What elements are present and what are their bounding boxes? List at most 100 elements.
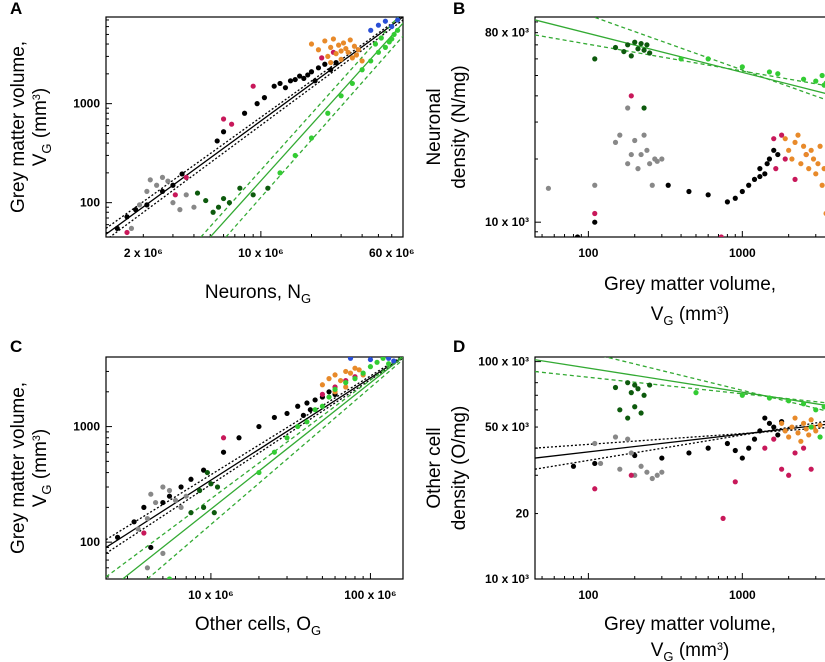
data-point-orange bbox=[353, 52, 360, 58]
data-point-black bbox=[686, 450, 692, 456]
data-point-black bbox=[322, 61, 328, 67]
data-point-crimson bbox=[718, 234, 724, 237]
data-point-black bbox=[771, 147, 777, 153]
data-point-orange bbox=[340, 40, 347, 46]
data-point-dark_green bbox=[625, 415, 631, 421]
data-point-dark_green bbox=[628, 53, 634, 59]
plot-area bbox=[106, 357, 403, 579]
data-point-dark_green bbox=[632, 382, 638, 388]
data-point-orange bbox=[328, 59, 334, 66]
data-point-grey bbox=[632, 137, 638, 144]
panel-d: D 100 1000 10 x 10³ 20 50 x 10³ 100 x 10³ Grey … bbox=[424, 337, 825, 662]
data-point-orange bbox=[782, 428, 788, 434]
data-point-orange bbox=[798, 161, 804, 167]
data-point-grey bbox=[617, 466, 623, 472]
data-point-dark_green bbox=[641, 392, 647, 398]
data-point-black bbox=[144, 202, 150, 208]
data-point-light_green bbox=[312, 407, 318, 413]
panel-letter: A bbox=[10, 0, 22, 18]
fit-line-dashed bbox=[535, 370, 825, 404]
data-point-crimson bbox=[762, 445, 768, 451]
data-point-dark_green bbox=[208, 481, 214, 487]
data-point-light_green bbox=[391, 31, 397, 38]
plot-frame bbox=[534, 356, 825, 580]
data-point-dark_green bbox=[210, 209, 216, 215]
fit-line-dashed bbox=[535, 34, 825, 87]
data-point-crimson bbox=[773, 166, 779, 172]
data-point-black bbox=[148, 544, 154, 551]
data-point-orange bbox=[332, 372, 338, 378]
data-point-light_green bbox=[813, 78, 819, 84]
data-point-crimson bbox=[250, 83, 256, 89]
data-point-black bbox=[574, 234, 581, 237]
y-axis-label: Grey matter volume, bbox=[8, 382, 29, 554]
data-point-grey bbox=[154, 182, 160, 188]
data-point-dark_green bbox=[194, 190, 201, 196]
data-point-orange bbox=[343, 368, 349, 375]
data-point-grey bbox=[144, 565, 151, 571]
data-point-black bbox=[295, 403, 301, 409]
data-point-grey bbox=[638, 151, 644, 158]
data-point-grey bbox=[191, 204, 197, 210]
data-point-dark_green bbox=[197, 487, 203, 494]
data-point-dark_green bbox=[641, 47, 647, 53]
data-point-dark_green bbox=[632, 404, 638, 410]
data-point-grey bbox=[649, 182, 655, 188]
data-point-orange bbox=[817, 422, 823, 428]
data-point-dark_green bbox=[632, 39, 638, 45]
data-point-dark_green bbox=[226, 200, 233, 206]
data-point-crimson bbox=[319, 391, 326, 397]
y-tick-label: 10 x 10³ bbox=[485, 572, 529, 586]
fit-line-dotted bbox=[108, 19, 403, 237]
data-point-crimson bbox=[592, 210, 598, 217]
x-axis-label: Grey matter volume, bbox=[604, 274, 776, 295]
data-point-blue bbox=[375, 22, 382, 28]
data-point-black bbox=[220, 449, 227, 455]
y-tick-label: 1000 bbox=[73, 420, 100, 434]
data-point-black bbox=[757, 428, 763, 434]
data-point-grey bbox=[159, 174, 166, 180]
data-point-black bbox=[160, 499, 166, 506]
data-point-light_green bbox=[678, 56, 684, 62]
plot-frame bbox=[105, 16, 404, 238]
data-point-light_green bbox=[705, 56, 711, 62]
data-point-crimson bbox=[782, 156, 788, 162]
data-point-orange bbox=[810, 156, 817, 162]
y-axis-label-line2: density (N/mg) bbox=[449, 65, 470, 189]
data-point-black bbox=[271, 414, 277, 421]
data-point-light_green bbox=[374, 359, 380, 365]
data-point-black bbox=[287, 78, 294, 84]
data-point-grey bbox=[166, 487, 173, 494]
data-point-orange bbox=[347, 37, 353, 43]
data-point-orange bbox=[359, 58, 365, 64]
data-point-black bbox=[159, 188, 166, 194]
data-point-black bbox=[166, 493, 173, 499]
data-point-light_green bbox=[308, 135, 315, 141]
data-point-grey bbox=[144, 188, 150, 194]
data-point-crimson bbox=[771, 136, 777, 142]
data-point-dark_green bbox=[201, 504, 207, 510]
data-point-grey bbox=[172, 497, 179, 503]
data-point-dark_green bbox=[265, 185, 271, 191]
data-point-light_green bbox=[343, 380, 349, 386]
data-point-dark_green bbox=[612, 44, 619, 51]
data-point-black bbox=[131, 519, 137, 525]
data-point-grey bbox=[135, 526, 141, 532]
data-point-crimson bbox=[183, 174, 189, 180]
data-point-light_green bbox=[739, 392, 745, 398]
data-point-crimson bbox=[720, 515, 726, 522]
data-point-grey bbox=[638, 463, 644, 469]
data-point-black bbox=[686, 188, 692, 195]
panel-letter: C bbox=[10, 337, 22, 356]
data-point-black bbox=[241, 110, 248, 116]
data-point-light_green bbox=[349, 80, 355, 87]
data-point-orange bbox=[338, 48, 344, 54]
data-point-dark_green bbox=[625, 380, 631, 386]
data-point-dark_green bbox=[647, 382, 653, 388]
data-point-orange bbox=[315, 47, 322, 53]
y-axis-label-line2: density (O/mg) bbox=[449, 406, 470, 531]
y-tick-label: 50 x 10³ bbox=[485, 420, 529, 434]
data-point-grey bbox=[659, 469, 665, 475]
data-point-grey bbox=[625, 105, 631, 111]
data-point-orange bbox=[813, 428, 819, 434]
